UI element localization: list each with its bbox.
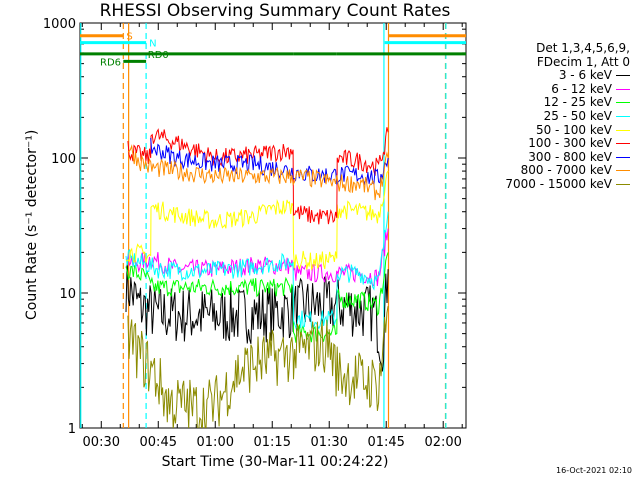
legend-entry-label: 800 - 7000 keV xyxy=(520,163,612,178)
legend-entry-label: 50 - 100 keV xyxy=(535,122,612,137)
legend-entry-label: 7000 - 15000 keV xyxy=(505,176,612,191)
legend-swatch xyxy=(616,156,630,158)
y-tick-label: 1 xyxy=(68,422,76,437)
legend-swatch xyxy=(616,129,630,131)
legend-entry: 800 - 7000 keV xyxy=(476,164,630,178)
x-tick-label: 00:45 xyxy=(140,435,177,450)
series-line-4 xyxy=(125,170,389,271)
legend-swatch xyxy=(616,183,630,185)
state-label-rd6: RD6 xyxy=(100,57,121,68)
series-line-0 xyxy=(125,259,389,372)
y-tick-label: 1000 xyxy=(43,17,76,32)
legend-entry: 300 - 800 keV xyxy=(476,149,630,165)
legend-entry: 25 - 50 keV xyxy=(476,108,630,124)
legend-entry: 50 - 100 keV xyxy=(476,122,630,138)
series-line-5 xyxy=(127,127,389,225)
x-tick-label: 01:15 xyxy=(254,435,291,450)
legend-entry-label: 6 - 12 keV xyxy=(551,81,612,96)
legend-swatch xyxy=(616,143,630,145)
generated-date: 16-Oct-2021 02:10 xyxy=(556,466,632,475)
series-line-6 xyxy=(150,137,389,186)
x-axis-label: Start Time (30-Mar-11 00:24:22) xyxy=(161,454,389,470)
legend-header-line-2: FDecim 1, Att 0 xyxy=(536,54,630,69)
x-tick-label: 01:30 xyxy=(310,435,347,450)
legend-swatch xyxy=(616,102,630,104)
x-tick-label: 01:45 xyxy=(367,435,404,450)
legend-swatch xyxy=(616,170,630,172)
legend-swatch xyxy=(616,88,630,90)
legend-entry-label: 3 - 6 keV xyxy=(558,68,612,83)
series-line-3 xyxy=(125,211,389,330)
series-line-2 xyxy=(125,252,389,343)
legend-entry: 6 - 12 keV xyxy=(476,81,630,97)
legend-entry-label: 25 - 50 keV xyxy=(543,108,612,123)
legend: Det 1,3,4,5,6,9, FDecim 1, Att 0 3 - 6 k… xyxy=(476,41,630,192)
legend-entry: 12 - 25 keV xyxy=(476,96,630,110)
y-tick-label: 100 xyxy=(51,152,76,167)
legend-entry-label: 12 - 25 keV xyxy=(543,95,612,110)
series-line-7 xyxy=(127,144,389,201)
legend-entry-label: 300 - 800 keV xyxy=(528,149,612,164)
legend-entry: 3 - 6 keV xyxy=(476,68,630,83)
y-tick-label: 10 xyxy=(59,287,76,302)
chart-title: RHESSI Observing Summary Count Rates xyxy=(99,1,451,21)
state-label-n: N xyxy=(149,39,156,50)
plot-frame xyxy=(79,22,467,429)
legend-entry: 7000 - 15000 keV xyxy=(476,176,630,192)
legend-entry-label: 100 - 300 keV xyxy=(528,136,612,151)
legend-swatch xyxy=(616,75,630,77)
x-tick-label: 00:30 xyxy=(83,435,120,450)
series-line-8 xyxy=(127,306,389,428)
legend-entry: 100 - 300 keV xyxy=(476,136,630,151)
x-tick-label: 01:00 xyxy=(197,435,234,450)
state-label-rd0: RD0 xyxy=(148,50,169,61)
legend-swatch xyxy=(616,115,630,117)
x-tick-label: 02:00 xyxy=(424,435,461,450)
series-line-1 xyxy=(125,228,389,288)
legend-header-line-1: Det 1,3,4,5,6,9, xyxy=(536,41,630,55)
state-label-s: S xyxy=(126,32,132,43)
